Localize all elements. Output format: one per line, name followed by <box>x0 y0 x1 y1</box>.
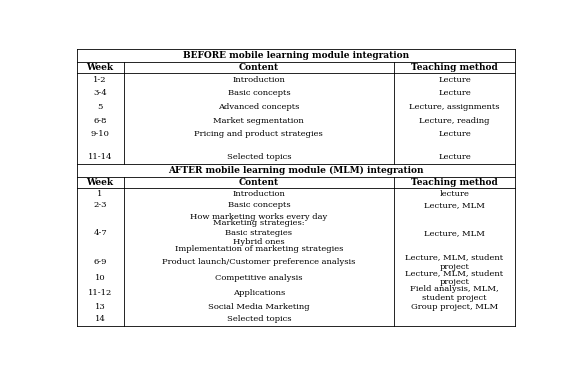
Text: Lecture, MLM, student
project: Lecture, MLM, student project <box>406 269 504 286</box>
Text: Field analysis, MLM,
student project: Field analysis, MLM, student project <box>410 285 499 302</box>
Text: Lecture: Lecture <box>438 153 471 161</box>
Text: Group project, MLM: Group project, MLM <box>411 303 498 311</box>
Text: Lecture, MLM, student
project: Lecture, MLM, student project <box>406 254 504 271</box>
Text: 2-3: 2-3 <box>93 201 107 209</box>
Text: Lecture, MLM: Lecture, MLM <box>424 229 485 237</box>
Text: Implementation of marketing strategies: Implementation of marketing strategies <box>175 245 343 252</box>
Text: Lecture, reading: Lecture, reading <box>419 117 490 125</box>
Text: Lecture: Lecture <box>438 76 471 84</box>
Text: BEFORE mobile learning module integration: BEFORE mobile learning module integratio… <box>183 51 409 59</box>
Text: Content: Content <box>239 178 279 187</box>
Text: Lecture, assignments: Lecture, assignments <box>409 103 500 111</box>
Text: Basic concepts: Basic concepts <box>227 201 290 209</box>
Text: 1: 1 <box>98 190 103 198</box>
Text: 6-9: 6-9 <box>93 258 107 266</box>
Text: Lecture, MLM: Lecture, MLM <box>424 201 485 209</box>
Text: Week: Week <box>87 63 114 72</box>
Text: 14: 14 <box>95 315 106 324</box>
Text: 5: 5 <box>98 103 103 111</box>
Text: Introduction: Introduction <box>233 190 285 198</box>
Text: Content: Content <box>239 63 279 72</box>
Text: Lecture: Lecture <box>438 89 471 97</box>
Text: AFTER mobile learning module (MLM) integration: AFTER mobile learning module (MLM) integ… <box>168 166 424 175</box>
Text: Selected topics: Selected topics <box>227 315 291 324</box>
Text: Basic concepts: Basic concepts <box>227 89 290 97</box>
Text: Advanced concepts: Advanced concepts <box>218 103 299 111</box>
Text: lecture: lecture <box>440 190 470 198</box>
Text: Social Media Marketing: Social Media Marketing <box>208 303 310 311</box>
Text: Market segmentation: Market segmentation <box>213 117 304 125</box>
Text: Teaching method: Teaching method <box>411 178 498 187</box>
Text: 6-8: 6-8 <box>93 117 107 125</box>
Text: Marketing strategies:
Basic strategies
Hybrid ones: Marketing strategies: Basic strategies H… <box>213 220 305 246</box>
Text: 11-14: 11-14 <box>88 153 113 161</box>
Text: 13: 13 <box>95 303 106 311</box>
Text: 3-4: 3-4 <box>93 89 107 97</box>
Text: 1-2: 1-2 <box>93 76 107 84</box>
Text: 11-12: 11-12 <box>88 289 112 297</box>
Text: Lecture: Lecture <box>438 130 471 138</box>
Text: Teaching method: Teaching method <box>411 63 498 72</box>
Text: 4-7: 4-7 <box>93 229 107 237</box>
Text: Pricing and product strategies: Pricing and product strategies <box>194 130 323 138</box>
Text: Week: Week <box>87 178 114 187</box>
Text: Competitive analysis: Competitive analysis <box>215 274 302 282</box>
Text: 10: 10 <box>95 274 106 282</box>
Text: Selected topics: Selected topics <box>227 153 291 161</box>
Text: Product launch/Customer preference analysis: Product launch/Customer preference analy… <box>162 258 355 266</box>
Text: 9-10: 9-10 <box>91 130 110 138</box>
Text: Applications: Applications <box>233 289 285 297</box>
Text: Introduction: Introduction <box>233 76 285 84</box>
Text: How marketing works every day: How marketing works every day <box>190 213 327 221</box>
